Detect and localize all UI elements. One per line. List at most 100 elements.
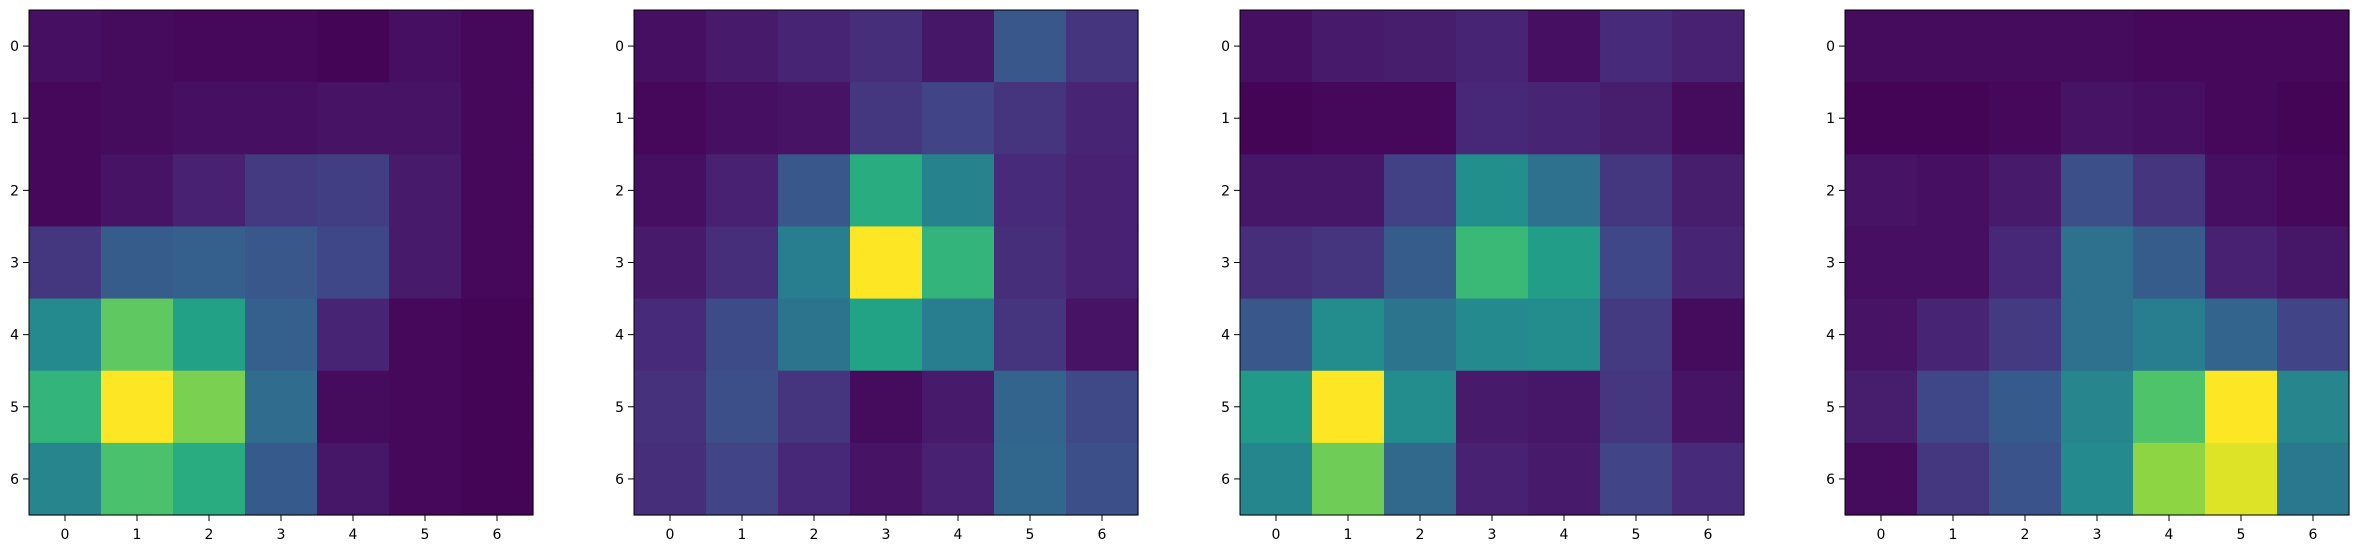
- heatmap-cell-r1-c6: [461, 82, 534, 155]
- x-tick-label: 2: [205, 527, 214, 543]
- x-tick-label: 3: [2093, 527, 2102, 543]
- heatmap-cell-r1-c0: [1240, 82, 1313, 155]
- heatmap-cell-r0-c4: [2133, 10, 2206, 83]
- heatmap-cell-r5-c2: [778, 370, 851, 444]
- heatmap-cell-r5-c5: [1600, 370, 1673, 444]
- heatmap-cell-r2-c5: [994, 154, 1067, 228]
- heatmap-cell-r1-c2: [1989, 82, 2062, 155]
- heatmap-cell-r4-c4: [317, 298, 390, 372]
- heatmap-cell-r5-c3: [245, 370, 318, 444]
- heatmap-cell-r6-c4: [317, 442, 390, 516]
- heatmap-cell-r3-c4: [317, 226, 390, 300]
- heatmap-cell-r1-c3: [2061, 82, 2134, 155]
- heatmap-cell-r3-c6: [1672, 226, 1745, 300]
- heatmap-cell-r1-c0: [634, 82, 707, 155]
- heatmap-cell-r5-c5: [389, 370, 462, 444]
- heatmap-cell-r5-c3: [850, 370, 923, 444]
- heatmap-cell-r2-c5: [389, 154, 462, 228]
- heatmap-cell-r6-c0: [1240, 442, 1313, 516]
- heatmap-cell-r6-c3: [1456, 442, 1529, 516]
- heatmap-cell-r0-c4: [1528, 10, 1601, 83]
- heatmap-cell-r4-c1: [1312, 298, 1385, 372]
- heatmap-cell-r6-c4: [922, 442, 995, 516]
- heatmap-cell-r5-c2: [173, 370, 246, 444]
- heatmap-cell-r0-c4: [317, 10, 390, 83]
- y-tick-label: 3: [1826, 256, 1835, 272]
- heatmap-cell-r0-c3: [850, 10, 923, 83]
- heatmap-cell-r3-c2: [778, 226, 851, 300]
- heatmap-cell-r1-c1: [1312, 82, 1385, 155]
- y-tick-label: 6: [1826, 472, 1835, 488]
- heatmap-cell-r4-c6: [2277, 298, 2350, 372]
- y-tick-label: 2: [1826, 183, 1835, 199]
- heatmap-cell-r3-c3: [1456, 226, 1529, 300]
- heatmap-cell-r6-c3: [2061, 442, 2134, 516]
- heatmap-cell-r1-c5: [1600, 82, 1673, 155]
- heatmap-cell-r6-c2: [173, 442, 246, 516]
- heatmap-cell-r0-c5: [2205, 10, 2278, 83]
- heatmap-cell-r3-c5: [994, 226, 1067, 300]
- heatmap-cell-r2-c6: [461, 154, 534, 228]
- heatmap-cell-r2-c4: [1528, 154, 1601, 228]
- heatmap-cell-r6-c0: [634, 442, 707, 516]
- heatmap-cell-r4-c0: [29, 298, 102, 372]
- heatmap-cell-r3-c6: [461, 226, 534, 300]
- heatmap-cell-r3-c4: [2133, 226, 2206, 300]
- x-tick-label: 0: [666, 527, 675, 543]
- heatmap-cell-r0-c0: [1845, 10, 1918, 83]
- y-tick-label: 5: [615, 400, 624, 416]
- x-tick-label: 6: [493, 527, 502, 543]
- heatmap-cell-r1-c3: [245, 82, 318, 155]
- x-tick-label: 0: [1272, 527, 1281, 543]
- x-tick-label: 3: [277, 527, 286, 543]
- heatmap-cell-r3-c5: [2205, 226, 2278, 300]
- heatmap-cell-r1-c5: [994, 82, 1067, 155]
- heatmap-cell-r2-c2: [173, 154, 246, 228]
- heatmap-cell-r2-c5: [2205, 154, 2278, 228]
- heatmap-cell-r3-c4: [922, 226, 995, 300]
- x-tick-label: 4: [1560, 527, 1569, 543]
- heatmap-cell-r3-c0: [1240, 226, 1313, 300]
- heatmap-cell-r4-c0: [1240, 298, 1313, 372]
- heatmap-cell-r5-c0: [1240, 370, 1313, 444]
- heatmap-cell-r6-c2: [778, 442, 851, 516]
- heatmap-cell-r4-c3: [850, 298, 923, 372]
- heatmap-cell-r4-c5: [1600, 298, 1673, 372]
- y-tick-label: 1: [615, 111, 624, 127]
- heatmap-cell-r6-c4: [1528, 442, 1601, 516]
- heatmap-cell-r2-c1: [101, 154, 174, 228]
- heatmap-cell-r2-c6: [2277, 154, 2350, 228]
- heatmap-cell-r0-c2: [1989, 10, 2062, 83]
- heatmap-cell-r4-c1: [706, 298, 779, 372]
- heatmap-cell-r3-c5: [1600, 226, 1673, 300]
- y-tick-label: 4: [1826, 328, 1835, 344]
- heatmap-cell-r0-c5: [994, 10, 1067, 83]
- heatmap-cell-r5-c6: [2277, 370, 2350, 444]
- heatmap-cell-r2-c3: [850, 154, 923, 228]
- x-tick-label: 6: [1704, 527, 1713, 543]
- heatmap-cell-r4-c3: [1456, 298, 1529, 372]
- heatmap-cell-r3-c0: [1845, 226, 1918, 300]
- y-tick-label: 0: [1221, 39, 1230, 55]
- heatmap-cell-r2-c6: [1066, 154, 1139, 228]
- y-tick-label: 5: [1221, 400, 1230, 416]
- heatmap-cell-r6-c1: [1312, 442, 1385, 516]
- y-tick-label: 1: [1826, 111, 1835, 127]
- heatmap-cell-r2-c5: [1600, 154, 1673, 228]
- x-tick-label: 0: [61, 527, 70, 543]
- heatmap-cell-r6-c5: [994, 442, 1067, 516]
- heatmap-cell-r5-c4: [922, 370, 995, 444]
- heatmap-cell-r0-c2: [1384, 10, 1457, 83]
- heatmap-cell-r1-c3: [850, 82, 923, 155]
- x-tick-label: 4: [2165, 527, 2174, 543]
- heatmap-cell-r6-c5: [1600, 442, 1673, 516]
- heatmap-cell-r0-c2: [778, 10, 851, 83]
- heatmap-cell-r1-c0: [1845, 82, 1918, 155]
- heatmap-cell-r5-c3: [2061, 370, 2134, 444]
- heatmap-cell-r4-c2: [173, 298, 246, 372]
- heatmap-cell-r4-c2: [1989, 298, 2062, 372]
- y-tick-label: 5: [10, 400, 19, 416]
- heatmap-cell-r2-c6: [1672, 154, 1745, 228]
- heatmap-cell-r3-c2: [173, 226, 246, 300]
